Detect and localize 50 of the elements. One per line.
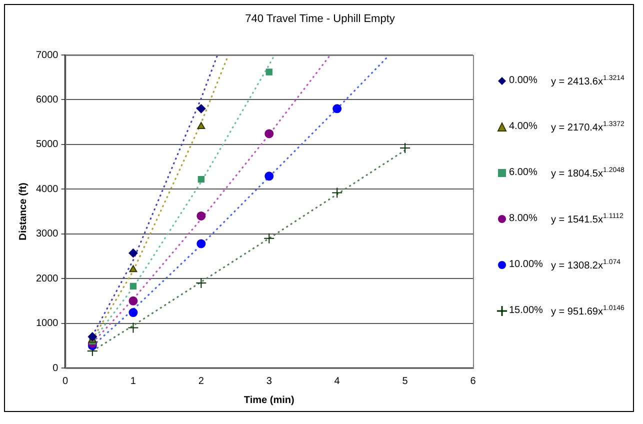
text: y = 951.69x$^{1.0146}$ [551,305,624,318]
y-tick-label: 2000 [36,273,59,284]
legend-label: 15.00% [509,305,544,316]
y-axis-title: Distance (ft) [18,182,29,240]
y-tick-label: 4000 [36,184,59,195]
point [400,142,411,154]
text: y = 2413.6x$^{1.3214}$ [551,75,624,88]
point [266,68,272,76]
point [196,239,206,248]
text: y = 1541.5x$^{1.1112}$ [551,213,624,226]
text: y = 2170.4x$^{1.3372}$ [551,121,624,134]
point [264,172,274,181]
text: y = 1804.5x$^{1.2048}$ [551,167,624,180]
x-tick-label: 5 [402,376,408,387]
point [196,211,206,220]
x-tick-label: 2 [198,376,204,387]
legend-label: 8.00% [509,213,538,224]
y-tick-label: 7000 [36,50,59,61]
x-tick-label: 6 [470,376,476,387]
x-tick-label: 4 [334,376,340,387]
legend-label: 6.00% [509,167,538,178]
x-tick-label: 0 [62,376,68,387]
y-tick-label: 6000 [36,94,59,106]
point [332,104,342,114]
x-tick-label: 1 [130,376,136,387]
point [197,122,206,130]
point [196,278,207,289]
y-tick-label: 3000 [36,228,59,240]
x-axis-title: Time (min) [244,394,294,406]
point [198,176,204,183]
point [128,248,138,258]
point [264,129,274,138]
point [130,282,137,290]
point [128,308,138,318]
legend-label: 4.00% [509,121,538,132]
y-tick-label: 1000 [36,318,59,330]
point [129,265,138,272]
point [88,332,97,342]
point [128,322,139,334]
x-tick-label: 3 [266,376,272,387]
point [264,232,275,244]
point [332,187,343,198]
chart-title: 740 Travel Time - Uphill Empty [244,13,396,25]
legend-label: 10.00% [509,259,544,270]
point [128,296,138,306]
point [196,104,206,114]
legend-label: 0.00% [509,75,538,86]
y-tick-label: 0 [52,362,59,374]
y-tick-label: 5000 [36,139,59,150]
text: y = 1308.2x$^{1.074}$ [551,259,621,272]
